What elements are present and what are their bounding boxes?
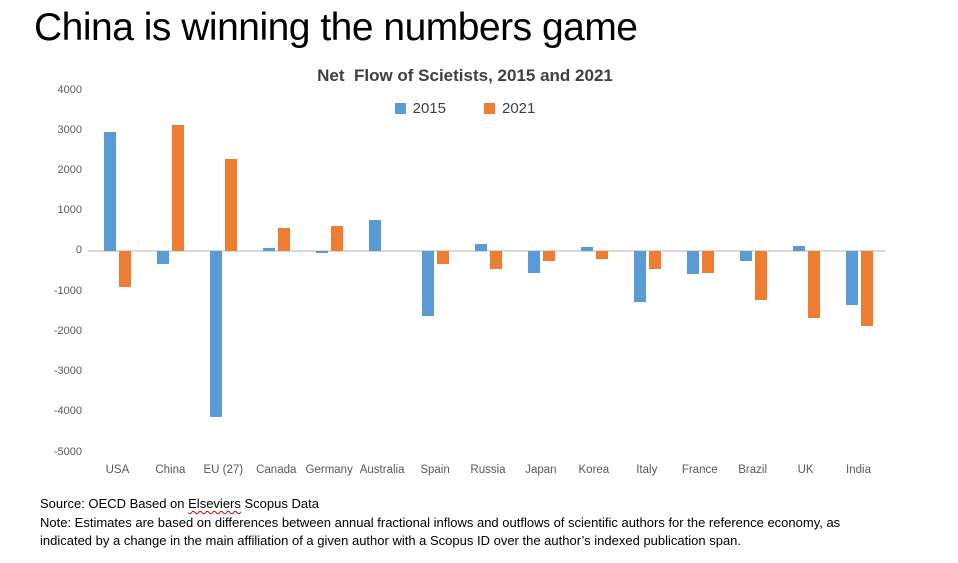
y-axis-tick-label: 1000 <box>57 204 82 217</box>
bar-Canada-2021 <box>278 227 291 251</box>
legend-swatch-2021 <box>484 102 495 114</box>
bar-EU27-2015 <box>210 250 223 417</box>
bar-Germany-2015 <box>316 250 329 254</box>
x-axis-category-label: France <box>681 464 718 476</box>
bar-Brazil-2015 <box>739 250 752 262</box>
bar-India-2021 <box>860 250 873 327</box>
y-axis-tick-label: 2000 <box>57 163 82 176</box>
bar-Japan-2021 <box>542 250 555 262</box>
x-axis-category-label: Brazil <box>738 464 768 476</box>
bar-China-2015 <box>157 250 170 264</box>
x-axis-category-label: China <box>155 464 186 476</box>
x-axis-category-label: Germany <box>305 464 353 476</box>
bar-France-2021 <box>701 250 714 273</box>
source-suffix: Scopus Data <box>240 496 319 511</box>
y-axis-tick-label: 3000 <box>57 123 82 136</box>
x-axis-category-label: Japan <box>525 464 557 476</box>
bar-Australia-2015 <box>369 219 382 251</box>
x-axis-category-label: India <box>846 464 871 476</box>
bar-EU27-2021 <box>225 159 238 251</box>
x-axis-category-label: Australia <box>359 464 405 476</box>
bar-USA-2021 <box>119 250 132 288</box>
y-axis-tick-label: 0 <box>75 244 82 257</box>
bar-Germany-2021 <box>331 225 344 251</box>
note-line: Note: Estimates are based on differences… <box>40 514 841 530</box>
bar-Korea-2021 <box>595 250 608 259</box>
x-axis-line <box>88 249 885 252</box>
legend-item-2021: 2021 <box>484 100 535 117</box>
misspelled-word: Elseviers <box>188 496 241 511</box>
bar-Spain-2015 <box>422 250 435 317</box>
bar-China-2021 <box>172 124 185 251</box>
source-text: Source: OECD Based on Elseviers Scopus D… <box>40 495 900 514</box>
x-axis-category-label: Canada <box>256 464 297 476</box>
bar-UK-2015 <box>792 246 805 251</box>
bar-Brazil-2021 <box>754 250 767 300</box>
x-axis-category-label: Italy <box>636 464 658 476</box>
note-line: indicated by a change in the main affili… <box>40 533 742 548</box>
plot-area: 4000 3000 2000 1000 0 -1000 -2000 -3000 -4000 -50… <box>53 83 885 476</box>
x-axis-category-label: EU (27) <box>203 464 244 476</box>
chart-title: Net Flow of Scietists, 2015 and 2021 <box>317 66 613 85</box>
bar-Canada-2015 <box>263 248 276 251</box>
bar-France-2015 <box>686 250 699 274</box>
bar-Russia-2021 <box>490 250 502 270</box>
chart-legend: 2015 2021 <box>0 97 930 119</box>
legend-swatch-2015 <box>394 102 406 114</box>
y-axis-tick-label: -3000 <box>53 365 82 378</box>
bar-Russia-2015 <box>475 244 487 251</box>
bar-UK-2021 <box>807 250 820 319</box>
note-text: Note: Estimates are based on differences… <box>40 514 900 551</box>
page-title: China is winning the numbers game <box>34 6 638 49</box>
bar-USA-2015 <box>104 132 117 251</box>
bar-Korea-2015 <box>580 246 593 251</box>
x-axis-category-label: UK <box>797 464 814 476</box>
x-axis-category-label: Russia <box>470 464 506 476</box>
y-axis-tick-label: -5000 <box>53 445 82 458</box>
y-axis-tick-label: 4000 <box>57 83 82 96</box>
legend-item-2015: 2015 <box>394 99 446 117</box>
bar-Japan-2015 <box>527 250 540 273</box>
bar-Italy-2021 <box>648 250 661 270</box>
bar-Spain-2021 <box>437 250 450 264</box>
bar-Italy-2015 <box>633 250 646 302</box>
x-axis-category-label: Korea <box>578 464 610 476</box>
legend-label-2021: 2021 <box>502 99 536 117</box>
source-prefix: Source: OECD Based on <box>40 496 189 511</box>
legend-label-2015: 2015 <box>412 99 446 117</box>
footer: Source: OECD Based on Elseviers Scopus D… <box>40 495 900 551</box>
x-axis-category-label: Spain <box>420 464 450 476</box>
y-axis-tick-label: -2000 <box>53 324 82 337</box>
bar-India-2015 <box>845 250 858 305</box>
y-axis-tick-label: -1000 <box>53 284 82 297</box>
x-axis-category-label: USA <box>105 464 130 476</box>
y-axis-tick-label: -4000 <box>53 405 82 418</box>
